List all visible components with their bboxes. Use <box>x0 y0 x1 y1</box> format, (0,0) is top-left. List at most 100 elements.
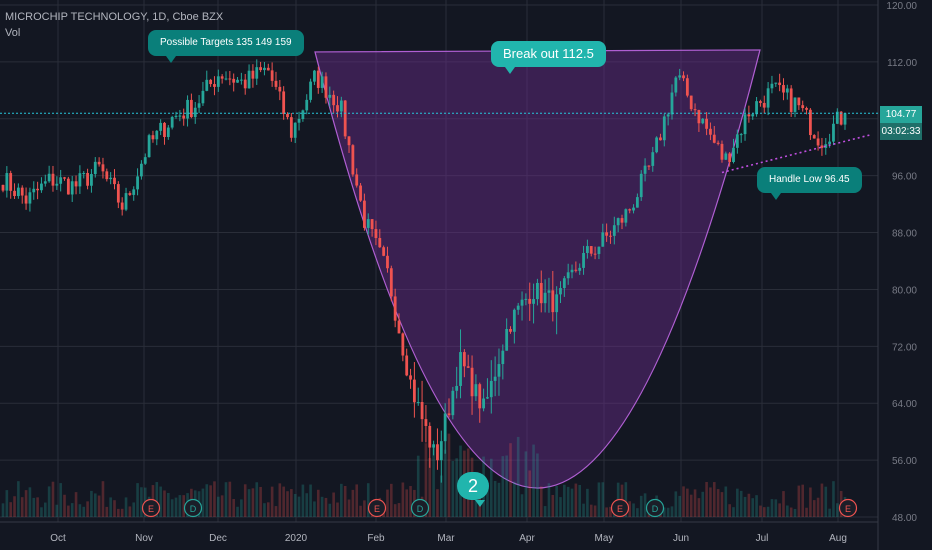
candle-body <box>243 79 247 89</box>
volume-bar <box>770 499 774 517</box>
symbol-title: MICROCHIP TECHNOLOGY, 1D, Cboe BZX <box>5 11 224 23</box>
candle-body <box>416 402 420 404</box>
volume-bar <box>824 486 828 517</box>
time-tick-label: Dec <box>209 533 227 544</box>
volume-bar <box>363 500 366 517</box>
candle-body <box>712 134 716 143</box>
candle-body <box>536 282 539 300</box>
volume-bar <box>182 495 186 517</box>
volume-bar <box>674 491 678 517</box>
time-tick-label: Feb <box>367 533 385 544</box>
candle-body <box>778 82 782 86</box>
candle-body <box>278 86 282 92</box>
volume-bar <box>432 447 435 517</box>
candle-body <box>793 97 797 112</box>
candle-body <box>578 267 582 271</box>
candle-body <box>420 402 424 420</box>
count-bubble-tail <box>475 500 485 507</box>
volume-bar <box>786 505 789 517</box>
candle-body <box>520 299 524 306</box>
candle-body <box>412 379 416 403</box>
candle-body <box>808 109 812 136</box>
volume-bar <box>639 495 643 517</box>
candle-body <box>70 181 74 195</box>
candle-body <box>282 91 286 115</box>
volume-bar <box>20 497 24 517</box>
candle-body <box>78 173 82 187</box>
candle-body <box>432 444 436 448</box>
candle-body <box>724 153 728 160</box>
candle-body <box>828 141 832 145</box>
volume-bar <box>70 503 74 517</box>
candle-body <box>512 309 516 332</box>
earnings-marker <box>141 498 161 518</box>
candle-body <box>186 99 189 119</box>
time-tick-label: May <box>595 533 614 544</box>
volume-bar <box>801 484 805 517</box>
volume-bar <box>743 496 747 517</box>
candle-body <box>32 188 36 193</box>
earnings-marker <box>838 498 858 518</box>
volume-bar <box>78 504 82 517</box>
price-tick-label: 96.00 <box>892 172 917 183</box>
volume-bar <box>240 499 243 517</box>
candle-body <box>309 81 312 100</box>
candle-body <box>782 85 785 93</box>
volume-bar <box>578 484 582 517</box>
volume-bar <box>455 458 458 517</box>
volume-bar <box>24 490 28 517</box>
volume-bar <box>543 506 547 517</box>
last-price-label: 104.77 <box>880 106 922 123</box>
volume-bar <box>13 496 16 517</box>
volume-bar <box>266 502 270 517</box>
volume-bar <box>720 492 724 517</box>
volume-bar <box>497 482 501 517</box>
candle-body <box>389 268 393 297</box>
volume-bar <box>628 501 631 517</box>
volume-bar <box>532 444 535 517</box>
volume-bar <box>489 458 493 517</box>
candle-body <box>316 70 320 88</box>
candle-body <box>674 77 678 93</box>
candle-body <box>197 103 201 108</box>
volume-bar <box>689 494 693 517</box>
volume-bar <box>259 486 262 517</box>
volume-bar <box>93 493 97 517</box>
volume-bar <box>789 507 793 517</box>
candle-body <box>155 130 159 140</box>
candle-body <box>447 413 451 416</box>
volume-bar <box>486 482 489 517</box>
volume-bar <box>217 496 220 517</box>
volume-bar <box>493 480 497 517</box>
volume-bar <box>555 485 558 517</box>
candle-body <box>774 82 778 84</box>
volume-bar <box>828 508 831 517</box>
candle-body <box>393 296 397 321</box>
volume-bar <box>232 498 235 517</box>
candle-body <box>170 116 174 128</box>
time-tick-label: Mar <box>437 533 455 544</box>
volume-bar <box>17 481 20 517</box>
volume-bar <box>343 485 347 517</box>
candle-body <box>263 67 266 71</box>
candle-body <box>459 352 462 386</box>
handle-low-bubble: Handle Low 96.45 <box>757 167 862 200</box>
volume-bar <box>632 503 635 517</box>
volume-bar <box>282 486 285 517</box>
volume-bar <box>159 486 162 517</box>
volume-bar <box>447 433 451 517</box>
volume-bar <box>40 507 43 517</box>
volume-bar <box>401 482 405 517</box>
candle-body <box>355 174 359 186</box>
volume-bar <box>524 451 528 517</box>
volume-bar <box>405 489 408 517</box>
candle-body <box>128 193 132 195</box>
volume-bar <box>136 483 139 517</box>
candle-body <box>593 253 597 255</box>
candle-body <box>451 390 455 416</box>
volume-bar <box>751 498 755 517</box>
time-tick-label: Nov <box>135 533 153 544</box>
volume-bar <box>101 481 105 517</box>
